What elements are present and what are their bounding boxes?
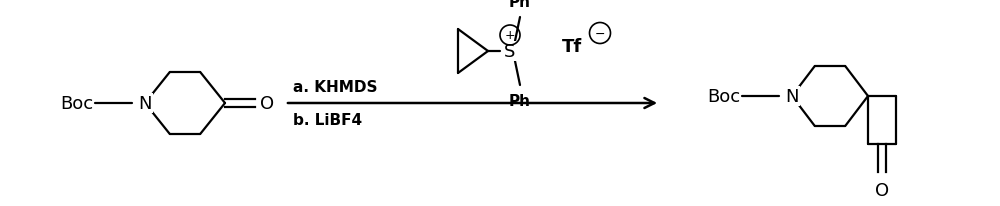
Text: Ph: Ph — [509, 94, 531, 109]
Text: Tf: Tf — [562, 38, 582, 56]
Text: Boc: Boc — [60, 95, 93, 112]
Text: a. KHMDS: a. KHMDS — [293, 80, 378, 95]
Text: S: S — [504, 43, 516, 61]
Text: O: O — [875, 181, 889, 199]
Text: O: O — [260, 95, 274, 112]
Text: Ph: Ph — [509, 0, 531, 10]
Text: Boc: Boc — [707, 88, 740, 105]
Text: N: N — [785, 88, 799, 105]
Text: N: N — [138, 95, 152, 112]
Text: −: − — [595, 27, 605, 40]
Text: b. LiBF4: b. LiBF4 — [293, 112, 362, 127]
Text: +: + — [505, 29, 515, 42]
